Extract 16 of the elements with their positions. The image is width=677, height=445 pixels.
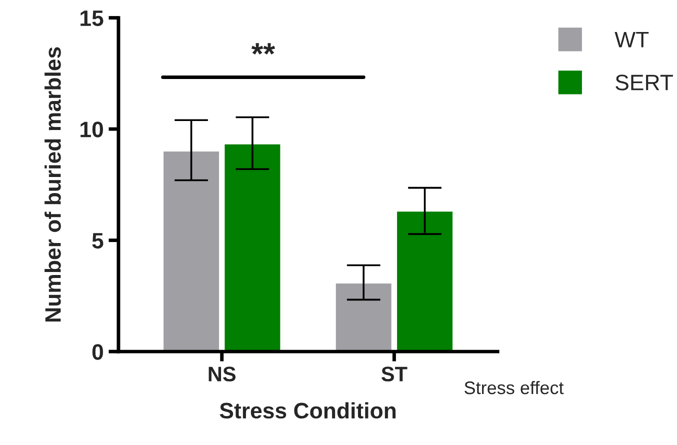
bar [162,150,220,352]
x-tick-label: ST [381,366,408,382]
x-axis-title: Stress Condition [220,402,396,419]
y-tick-label: 10 [80,122,103,138]
bar [223,143,282,352]
y-tick-label: 5 [92,233,104,249]
annotation: ** [251,43,276,55]
text: Stress effect [464,380,564,394]
legend-label: SERT [616,74,673,90]
legend-label: WT [614,32,649,48]
x-tick-label: NS [208,366,236,382]
y-tick-label: 0 [92,344,103,360]
y-tick-label: 15 [80,10,104,26]
bar [396,210,454,352]
bar [334,282,393,352]
y-axis-title: Number of buried marbles [44,47,61,322]
